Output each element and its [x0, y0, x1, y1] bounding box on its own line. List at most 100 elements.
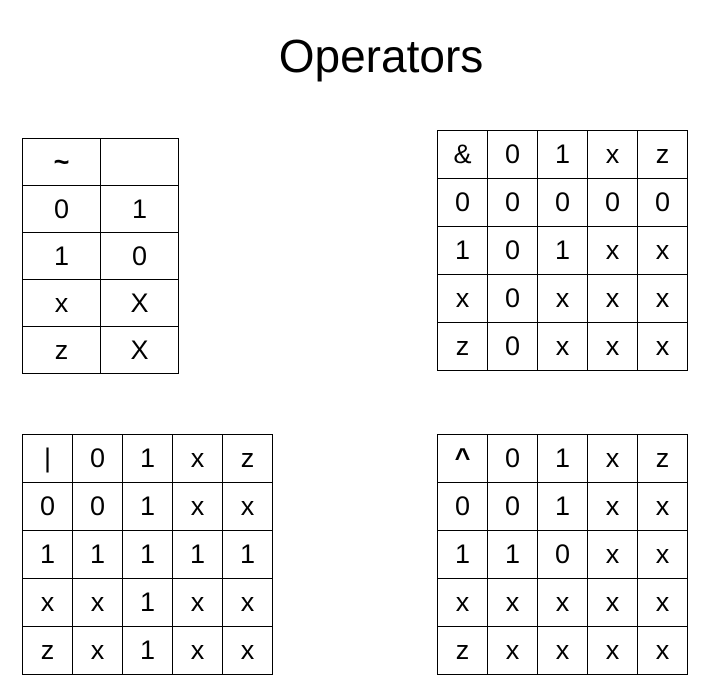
table-cell: X	[100, 279, 179, 327]
table-cell: 0	[487, 322, 538, 371]
operator-symbol: |	[22, 434, 73, 483]
table-cell: x	[637, 482, 688, 531]
table-cell: x	[587, 482, 638, 531]
table-row: x x 1 x x	[22, 578, 273, 627]
table-cell: 0	[487, 434, 538, 483]
table-cell: x	[637, 578, 688, 627]
table-cell: 1	[122, 626, 173, 675]
table-cell: 1	[537, 434, 588, 483]
table-cell: z	[222, 434, 273, 483]
table-cell: x	[172, 482, 223, 531]
table-cell: x	[537, 274, 588, 323]
table-cell: 1	[537, 226, 588, 275]
table-cell: x	[637, 322, 688, 371]
table-row: z x x x x	[437, 626, 688, 675]
table-cell: x	[587, 434, 638, 483]
table-cell: 1	[100, 185, 179, 233]
table-cell: 1	[537, 130, 588, 179]
table-cell: x	[172, 626, 223, 675]
table-cell: z	[437, 322, 488, 371]
table-cell: 0	[22, 185, 101, 233]
table-cell: x	[637, 626, 688, 675]
table-row: 1 0	[22, 232, 179, 280]
table-cell: x	[537, 626, 588, 675]
table-cell: x	[637, 226, 688, 275]
table-cell: x	[587, 322, 638, 371]
table-cell: x	[172, 578, 223, 627]
table-cell: z	[637, 130, 688, 179]
table-cell: x	[172, 434, 223, 483]
table-row: 0 0 1 x x	[22, 482, 273, 531]
table-cell: 1	[122, 530, 173, 579]
table-row: 0 1	[22, 185, 179, 233]
not-truth-table: ~ 0 1 1 0 x X z X	[22, 138, 179, 374]
table-cell: x	[437, 578, 488, 627]
table-row: 1 1 1 1 1	[22, 530, 273, 579]
table-row: z x 1 x x	[22, 626, 273, 675]
table-cell: z	[22, 626, 73, 675]
table-cell: x	[537, 578, 588, 627]
table-cell: x	[637, 530, 688, 579]
table-cell: 0	[487, 274, 538, 323]
table-cell: 1	[122, 434, 173, 483]
table-cell: x	[487, 626, 538, 675]
table-cell: 0	[437, 178, 488, 227]
table-cell: z	[22, 326, 101, 374]
table-cell: 1	[22, 232, 101, 280]
table-row: | 0 1 x z	[22, 434, 273, 483]
table-cell: x	[222, 578, 273, 627]
table-row: x x x x x	[437, 578, 688, 627]
table-cell: x	[72, 578, 123, 627]
table-row: ^ 0 1 x z	[437, 434, 688, 483]
table-row: 0 0 0 0 0	[437, 178, 688, 227]
operator-symbol: &	[437, 130, 488, 179]
table-cell: x	[587, 626, 638, 675]
table-cell: x	[437, 274, 488, 323]
table-cell: 0	[537, 178, 588, 227]
page-title: Operators	[278, 30, 484, 82]
table-cell	[100, 138, 179, 186]
table-cell: 0	[637, 178, 688, 227]
table-row: x X	[22, 279, 179, 327]
table-cell: X	[100, 326, 179, 374]
table-cell: 0	[437, 482, 488, 531]
table-cell: x	[487, 578, 538, 627]
table-cell: 1	[487, 530, 538, 579]
table-row: x 0 x x x	[437, 274, 688, 323]
table-cell: 0	[587, 178, 638, 227]
and-truth-table: & 0 1 x z 0 0 0 0 0 1 0 1 x x x 0 x x x …	[437, 130, 688, 371]
table-cell: z	[437, 626, 488, 675]
table-cell: 1	[537, 482, 588, 531]
table-cell: 1	[437, 530, 488, 579]
table-cell: x	[587, 226, 638, 275]
table-cell: x	[587, 578, 638, 627]
operator-symbol: ~	[22, 138, 101, 186]
table-row: & 0 1 x z	[437, 130, 688, 179]
operator-symbol: ^	[437, 434, 488, 483]
table-cell: 0	[537, 530, 588, 579]
table-row: 1 1 0 x x	[437, 530, 688, 579]
table-cell: x	[537, 322, 588, 371]
table-cell: x	[587, 274, 638, 323]
table-cell: 1	[22, 530, 73, 579]
table-cell: 0	[487, 130, 538, 179]
table-cell: 0	[487, 226, 538, 275]
table-cell: 0	[72, 434, 123, 483]
table-cell: x	[222, 626, 273, 675]
table-cell: x	[22, 578, 73, 627]
table-cell: 1	[122, 578, 173, 627]
table-cell: x	[637, 274, 688, 323]
or-truth-table: | 0 1 x z 0 0 1 x x 1 1 1 1 1 x x 1 x x …	[22, 434, 273, 675]
table-cell: z	[637, 434, 688, 483]
xor-truth-table: ^ 0 1 x z 0 0 1 x x 1 1 0 x x x x x x x …	[437, 434, 688, 675]
table-cell: 1	[72, 530, 123, 579]
table-cell: 0	[487, 482, 538, 531]
table-cell: x	[587, 530, 638, 579]
table-cell: 0	[22, 482, 73, 531]
table-cell: 0	[100, 232, 179, 280]
table-cell: 1	[122, 482, 173, 531]
table-cell: 0	[487, 178, 538, 227]
table-cell: 1	[172, 530, 223, 579]
table-row: z X	[22, 326, 179, 374]
table-cell: x	[587, 130, 638, 179]
